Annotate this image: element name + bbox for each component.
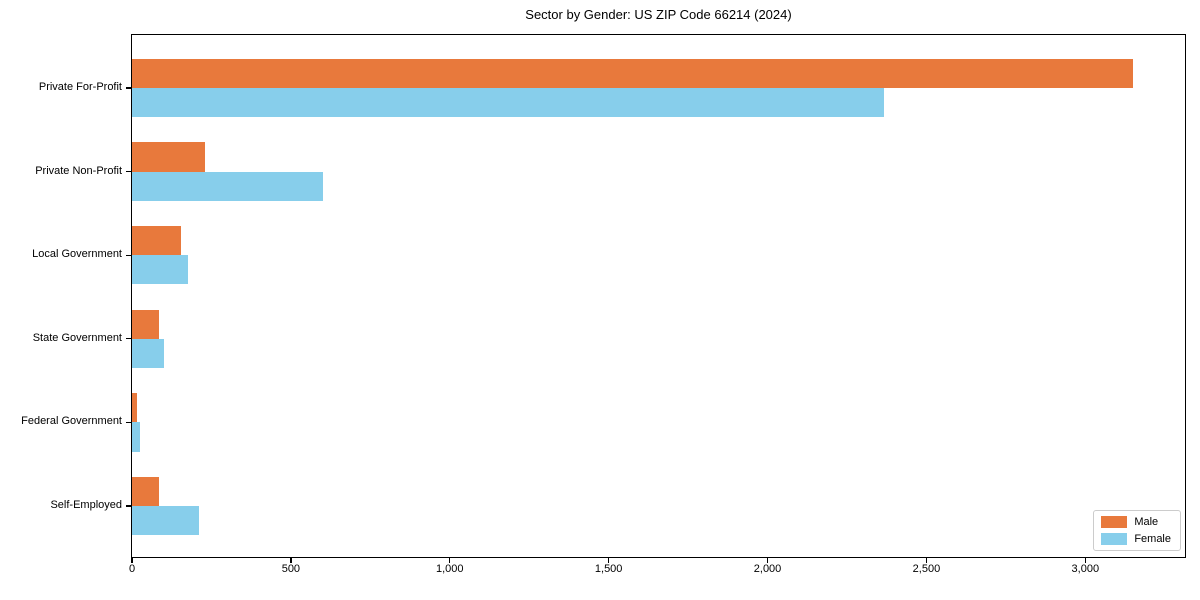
y-axis-labels: Private For-Profit Private Non-Profit Loca… <box>0 34 131 558</box>
x-tick <box>131 558 133 564</box>
x-tick <box>766 558 769 564</box>
y-tick-label: State Government <box>32 331 122 344</box>
bar-male-5 <box>132 476 159 506</box>
y-tick-label: Local Government <box>32 248 122 261</box>
y-tick-label: Federal Government <box>21 415 122 428</box>
bar-female-0 <box>132 88 884 118</box>
x-tick <box>290 558 292 564</box>
y-tick <box>125 254 131 256</box>
bar-female-5 <box>132 505 199 536</box>
legend-item-female: Female <box>1101 533 1171 545</box>
bar-male-0 <box>132 58 1133 89</box>
y-tick <box>125 170 131 173</box>
x-tick-label: 3,000 <box>1071 563 1100 575</box>
bar-male-3 <box>132 309 159 339</box>
x-tick-label: 500 <box>281 563 301 575</box>
legend-swatch-female <box>1101 533 1128 545</box>
legend-label: Female <box>1134 533 1171 545</box>
x-tick-label: 0 <box>128 563 136 575</box>
legend-swatch-male <box>1101 516 1128 528</box>
x-tick <box>925 558 928 564</box>
y-tick <box>125 338 131 340</box>
x-tick <box>1084 558 1086 564</box>
bar-female-3 <box>132 338 164 369</box>
y-tick <box>125 421 131 423</box>
bar-male-2 <box>132 225 182 256</box>
x-tick-label: 2,000 <box>753 563 782 575</box>
y-tick <box>125 505 131 507</box>
y-tick <box>125 87 131 89</box>
chart-title: Sector by Gender: US ZIP Code 66214 (202… <box>525 7 792 22</box>
y-tick-label: Private For-Profit <box>38 81 122 94</box>
legend: Male Female <box>1093 510 1181 551</box>
bar-male-4 <box>132 393 137 423</box>
x-tick-label: 1,500 <box>594 563 623 575</box>
x-tick-label: 2,500 <box>912 563 941 575</box>
bar-female-2 <box>132 255 188 285</box>
bar-male-1 <box>132 142 206 172</box>
x-tick <box>449 558 451 564</box>
legend-label: Male <box>1134 516 1159 528</box>
y-tick-label: Private Non-Profit <box>35 164 122 177</box>
legend-item-male: Male <box>1101 516 1171 528</box>
chart-plot-area: Male Female 0 500 1,000 1,500 2,000 2,500 3,000 <box>125 34 1186 575</box>
bar-female-4 <box>132 422 140 452</box>
bar-female-1 <box>132 171 323 201</box>
y-tick-label: Self-Employed <box>50 498 122 511</box>
x-tick <box>608 558 610 564</box>
x-tick-label: 1,000 <box>436 563 464 575</box>
